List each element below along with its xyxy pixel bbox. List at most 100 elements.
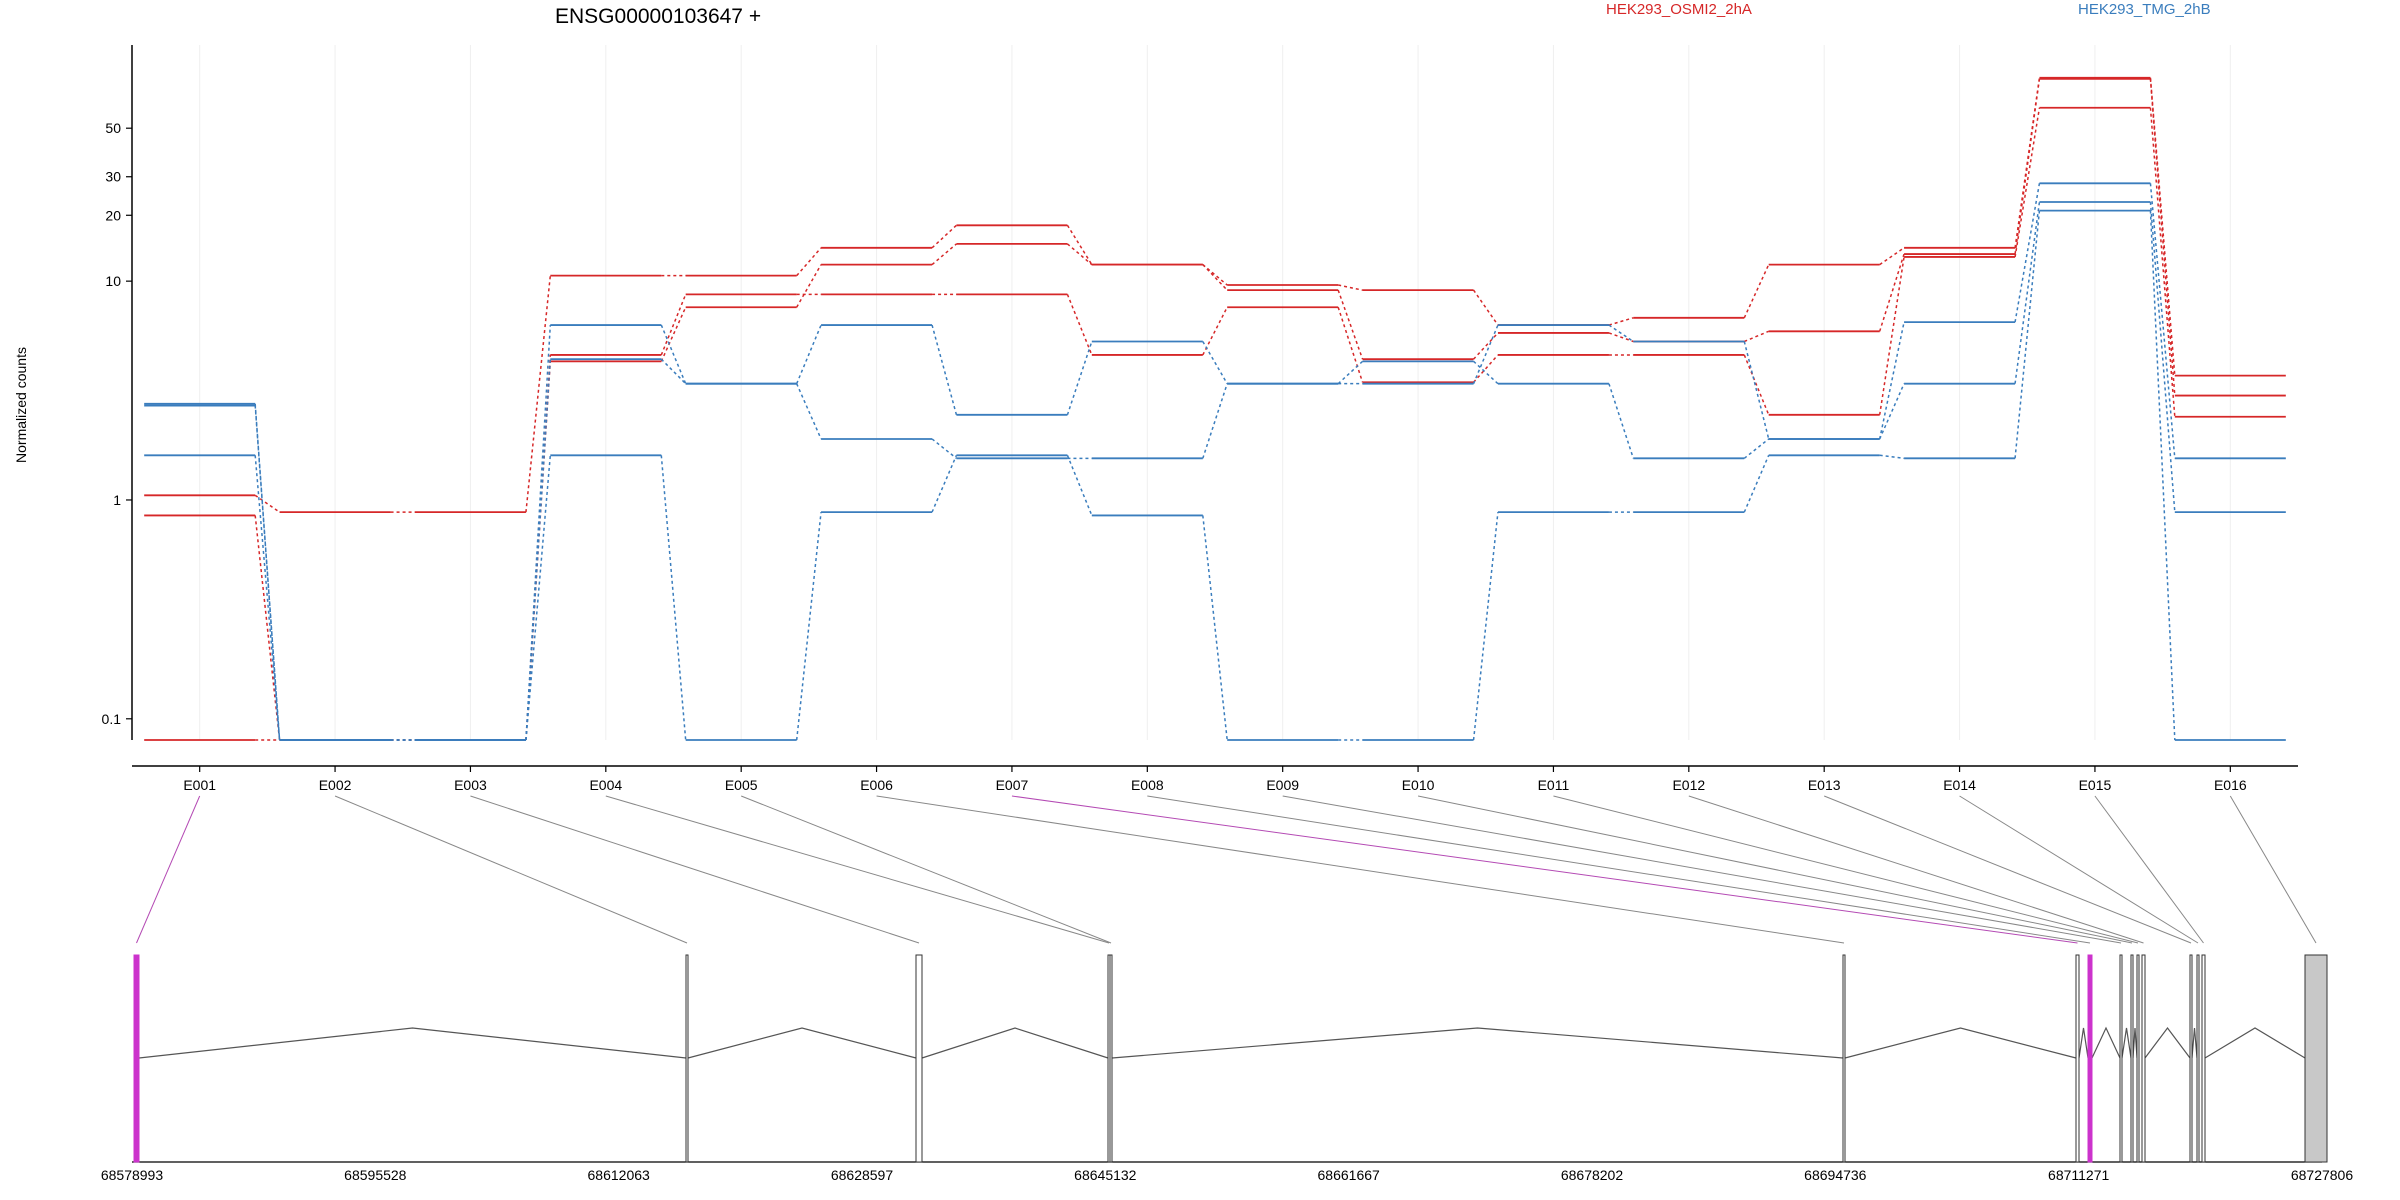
exon-transition	[2149, 201, 2176, 513]
exon-transition	[796, 247, 822, 277]
x-tick-label-e013: E013	[1808, 777, 1841, 793]
exon-transition	[1878, 253, 1905, 332]
exon-transition	[1202, 264, 1228, 291]
exon-transition	[254, 405, 281, 741]
intron-line	[2144, 1027, 2191, 1059]
exon-transition	[1066, 243, 1093, 266]
y-tick-label: 1	[113, 492, 121, 508]
coordinate-label: 68694736	[1804, 1167, 1867, 1183]
exon-transition	[2014, 107, 2041, 258]
intron-line	[687, 1027, 917, 1059]
exon-transition	[931, 438, 957, 459]
exon-transition	[525, 275, 552, 513]
exon-block-e007	[2075, 954, 2080, 1163]
exon-transition	[660, 358, 687, 385]
exon-transition	[1743, 438, 1770, 459]
exon-transition	[795, 324, 822, 384]
y-tick-label: 0.1	[102, 711, 122, 727]
intron-line	[2191, 1027, 2198, 1059]
exon-transition	[254, 515, 281, 741]
x-tick-label-e005: E005	[725, 777, 758, 793]
exon-transition	[1743, 341, 1770, 440]
exon-transition	[1337, 306, 1364, 383]
exon-transition	[660, 455, 687, 741]
exon-block-e005	[1109, 954, 1113, 1163]
exon-transition	[1744, 330, 1769, 343]
x-tick-label-e010: E010	[1402, 777, 1435, 793]
exon-transition	[2149, 183, 2176, 459]
coordinate-label: 68595528	[344, 1167, 407, 1183]
x-tick-label-e001: E001	[183, 777, 216, 793]
connector-e016	[2229, 795, 2317, 944]
exon-transition	[2014, 201, 2041, 384]
connector-e010	[1417, 795, 2133, 944]
exon-transition	[796, 264, 822, 308]
exon-transition	[931, 224, 957, 249]
x-tick-label-e007: E007	[996, 777, 1029, 793]
coordinate-label: 68678202	[1561, 1167, 1624, 1183]
intron-line	[2091, 1026, 2121, 1059]
series-line-6	[144, 209, 2286, 741]
exon-connectors	[136, 795, 2317, 944]
exon-block-e010	[2130, 954, 2134, 1163]
coordinate-label: 68645132	[1074, 1167, 1137, 1183]
exon-transition	[795, 512, 822, 741]
coordinate-label: 68578993	[101, 1167, 164, 1183]
exon-transition	[660, 306, 687, 362]
exon-transition	[1743, 264, 1770, 319]
connector-e002	[334, 795, 688, 944]
connector-e011	[1553, 795, 2139, 944]
x-tick-label-e012: E012	[1672, 777, 1705, 793]
connector-e014	[1959, 795, 2199, 944]
series-line-3	[144, 106, 2286, 741]
plot-axes: 0.1 1 10 20 30 50 E001 E002 E003 E004 E005 E006 E007…	[102, 45, 2298, 793]
intron-line	[2132, 1027, 2138, 1059]
connector-e012	[1688, 795, 2144, 944]
x-tick-label-e009: E009	[1266, 777, 1299, 793]
exon-transition	[254, 455, 281, 741]
series-line-5	[144, 201, 2286, 741]
exon-transition	[1202, 515, 1228, 741]
exon-transition	[931, 455, 958, 513]
exon-transition	[525, 455, 552, 741]
exon-block-e003	[915, 954, 923, 1163]
intron-line	[1111, 1027, 1844, 1059]
exon-transition	[2014, 210, 2041, 459]
connector-e003	[470, 795, 920, 944]
y-tick-label: 10	[105, 273, 121, 289]
exon-transition	[1879, 454, 1905, 460]
x-tick-label-e011: E011	[1538, 777, 1570, 793]
exon-transition	[1879, 247, 1905, 266]
exon-transition	[1472, 512, 1499, 741]
x-tick-label-e002: E002	[319, 777, 352, 793]
connector-e008	[1147, 795, 2091, 944]
exon-transition	[660, 294, 687, 356]
exon-transition	[1608, 324, 1634, 343]
exon-block-e013	[2189, 954, 2193, 1163]
series-line-1	[144, 76, 2286, 514]
x-tick-label-e015: E015	[2079, 777, 2112, 793]
exon-transition	[1472, 289, 1499, 326]
intron-line	[2078, 1027, 2089, 1059]
exon-transition	[1743, 455, 1770, 513]
plot-grid	[199, 45, 2231, 740]
x-tick-label-e003: E003	[454, 777, 487, 793]
exon-block-e011	[2136, 954, 2140, 1163]
exon-transition	[1066, 455, 1093, 516]
exon-transition	[660, 324, 687, 384]
intron-line	[1844, 1027, 2077, 1059]
legend-series-b: HEK293_TMG_2hB	[2078, 1, 2211, 18]
exon-block-e001	[133, 954, 140, 1163]
exon-transition	[1608, 383, 1635, 459]
legend-series-a: HEK293_OSMI2_2hA	[1606, 1, 1752, 18]
exon-transition	[1608, 332, 1634, 343]
series-lines	[144, 76, 2286, 741]
coordinate-label: 68711271	[2048, 1167, 2109, 1183]
exon-block-e002	[685, 954, 689, 1163]
exon-transition	[1066, 224, 1093, 266]
exon-transition	[1202, 383, 1228, 459]
connector-e005	[741, 795, 1112, 944]
exon-transition	[1743, 354, 1770, 416]
connector-e007	[1011, 795, 2078, 944]
exon-transition	[2149, 107, 2176, 417]
